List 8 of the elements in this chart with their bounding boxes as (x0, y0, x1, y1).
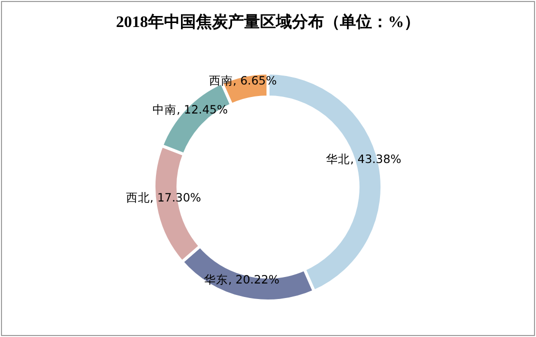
slice-label: 西北 (126, 190, 150, 205)
slice-label: 华东 (204, 272, 228, 287)
chart-title: 2018年中国焦炭产量区域分布（单位：%） (116, 13, 420, 31)
data-label: , 17.30% (150, 190, 202, 205)
slice-label: 华北 (326, 152, 350, 166)
data-label: , 43.38% (350, 152, 402, 166)
data-label: , 20.22% (228, 272, 280, 287)
slice-label: 中南 (152, 102, 177, 117)
